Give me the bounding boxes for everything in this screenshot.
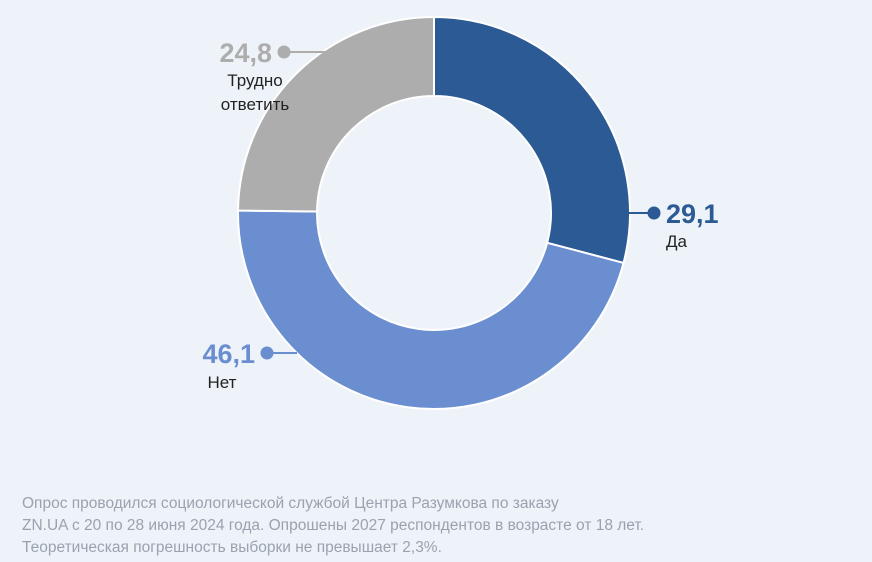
- leader-dot-да: [647, 206, 661, 220]
- survey-footnote: Опрос проводился социологической службой…: [22, 493, 862, 559]
- value-label-да: 29,1: [666, 199, 719, 229]
- footnote-line-1: Опрос проводился социологической службой…: [22, 495, 559, 512]
- category-label-нет: Нет: [208, 373, 237, 392]
- value-label-нет: 46,1: [202, 339, 255, 369]
- category-label-да: Да: [666, 232, 688, 251]
- value-label-трудно-ответить: 24,8: [219, 38, 272, 68]
- footnote-line-3: Теоретическая погрешность выборки не пре…: [22, 539, 442, 556]
- category-label-трудно-ответить: Трудно ответить: [221, 71, 290, 114]
- slice-да: [433, 15, 631, 265]
- slice-трудно-ответить: [237, 15, 435, 213]
- leader-dot-трудно-ответить: [277, 45, 291, 59]
- leader-dot-нет: [260, 346, 274, 360]
- footnote-line-2: ZN.UA с 20 по 28 июня 2024 года. Опрошен…: [22, 517, 645, 534]
- slice-нет: [237, 209, 625, 410]
